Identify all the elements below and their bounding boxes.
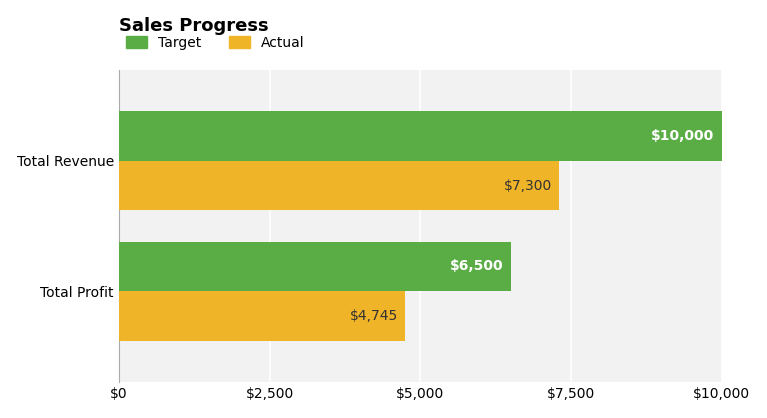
Bar xyxy=(119,291,405,341)
Text: $10,000: $10,000 xyxy=(651,129,715,143)
Bar xyxy=(119,242,511,291)
Bar xyxy=(119,161,559,210)
Legend: Target, Actual: Target, Actual xyxy=(126,36,304,50)
Text: $7,300: $7,300 xyxy=(503,178,551,193)
Text: $6,500: $6,500 xyxy=(450,260,503,273)
Text: Sales Progress: Sales Progress xyxy=(119,17,268,35)
Text: $4,745: $4,745 xyxy=(350,309,397,323)
Bar xyxy=(119,111,722,161)
